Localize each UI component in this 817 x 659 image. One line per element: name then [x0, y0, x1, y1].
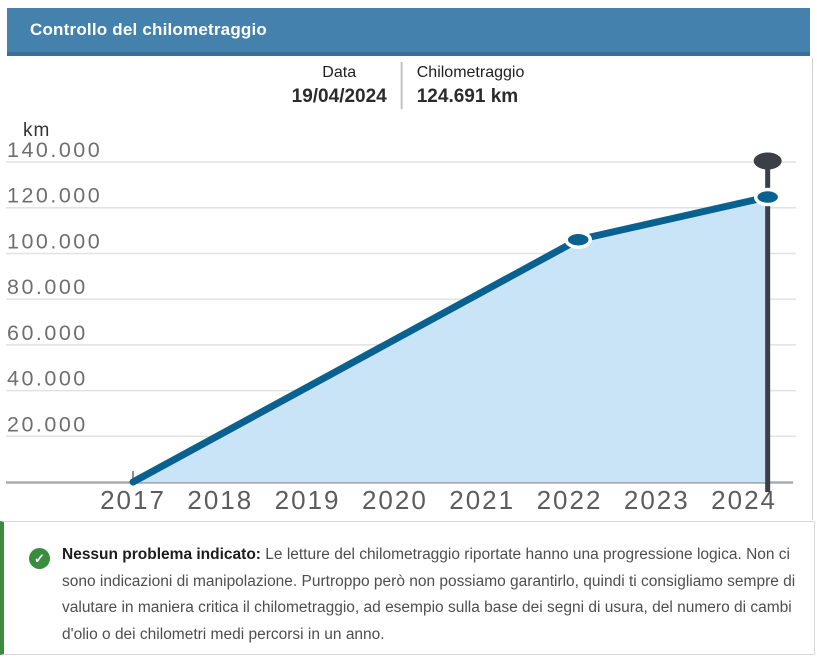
x-tick-label: 2018: [187, 485, 253, 515]
status-card: ✓ Nessun problema indicato: Le letture d…: [0, 521, 815, 655]
reading-marker[interactable]: [753, 187, 782, 207]
mileage-area: [133, 197, 768, 482]
y-tick-label: 140.000: [7, 138, 102, 162]
tooltip-km-label: Chilometraggio: [416, 64, 525, 81]
x-tick-label: 2020: [362, 485, 428, 515]
tooltip-divider: [400, 62, 403, 109]
status-title: Nessun problema indicato:: [62, 546, 261, 563]
y-tick-label: 20.000: [7, 412, 88, 436]
chart-tooltip: Data 19/04/2024 Chilometraggio 124.691 k…: [292, 62, 525, 109]
tooltip-km-column: Chilometraggio 124.691 km: [403, 62, 525, 109]
tooltip-date-label: Data: [322, 64, 357, 81]
panel-title: Controllo del chilometraggio: [30, 20, 267, 39]
mileage-chart[interactable]: km 20.000 40.000 60.000 80.000 100.000 120.000…: [0, 0, 817, 525]
y-tick-label: 80.000: [7, 275, 88, 299]
y-tick-label: 40.000: [7, 367, 88, 391]
tooltip-km-value: 124.691 km: [416, 86, 519, 107]
x-tick-label: 2021: [449, 485, 515, 515]
y-tick-label: 100.000: [7, 229, 102, 253]
reading-marker[interactable]: [564, 230, 592, 249]
y-tick-label: 60.000: [7, 321, 88, 345]
card-right-border: [812, 58, 813, 520]
x-tick-label: 2024: [711, 485, 777, 515]
tooltip-date-column: Data 19/04/2024: [292, 62, 401, 109]
y-axis-unit-label: km: [23, 120, 50, 141]
current-date-pin-head: [753, 152, 782, 170]
tooltip-date-value: 19/04/2024: [291, 86, 387, 107]
x-tick-label: 2023: [624, 485, 690, 515]
x-tick-label: 2022: [537, 485, 603, 515]
status-description: Le letture del chilometraggio riportate …: [62, 546, 796, 643]
status-text: Nessun problema indicato: Le letture del…: [62, 542, 800, 648]
x-tick-label: 2019: [275, 485, 341, 515]
panel-header: Controllo del chilometraggio: [7, 8, 810, 56]
y-tick-label: 120.000: [7, 184, 102, 208]
x-tick-label: 2017: [100, 485, 166, 515]
check-circle-icon: ✓: [29, 548, 50, 569]
